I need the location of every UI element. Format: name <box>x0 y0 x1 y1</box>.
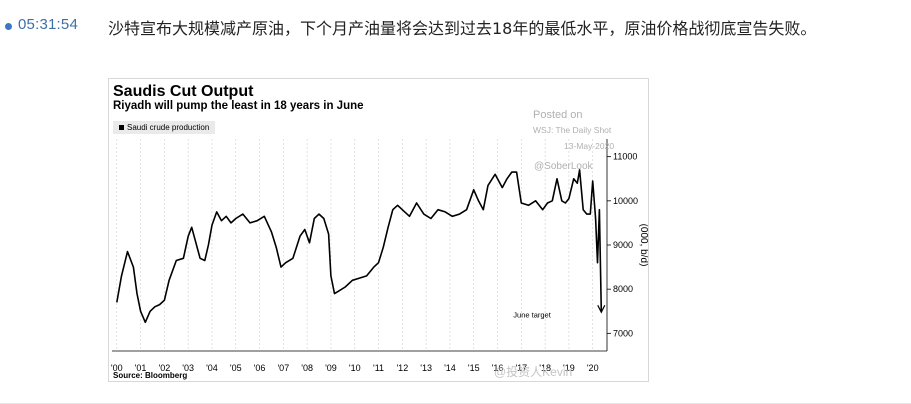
x-tick-label: '18 <box>539 363 551 373</box>
x-tick-label: '11 <box>373 363 384 373</box>
x-tick-label: '13 <box>420 363 432 373</box>
june-target-arrow <box>597 304 606 314</box>
y-tick-label: 8000 <box>613 284 633 294</box>
y-tick-label: 10000 <box>613 196 638 206</box>
x-tick-label: '12 <box>396 363 408 373</box>
june-target-label: June target <box>513 310 551 319</box>
watermark-handle: @SoberLook <box>534 161 593 172</box>
y-tick-label: 11000 <box>613 152 637 162</box>
timeline-bullet-icon <box>5 23 12 30</box>
x-tick-label: '02 <box>158 363 170 373</box>
watermark-outlet: WSJ: The Daily Shot <box>533 125 612 135</box>
arrow-head <box>597 304 606 314</box>
watermark-weibo: @投资人Kevin <box>494 365 573 379</box>
x-tick-label: '07 <box>277 363 289 373</box>
x-tick-label: '00 <box>111 363 123 373</box>
x-tick-label: '15 <box>468 363 480 373</box>
post-timestamp: 05:31:54 <box>18 16 78 33</box>
x-tick-label: '19 <box>563 363 575 373</box>
legend-label: Saudi crude production <box>127 123 210 132</box>
series-line-saudi-crude-production <box>116 169 603 324</box>
watermark-posted-on: Posted on <box>533 109 583 121</box>
x-tick-label: '01 <box>135 363 147 373</box>
x-tick-label: '05 <box>230 363 242 373</box>
y-axis-ticks: 7000 8000 9000 10000 11000 <box>607 152 638 338</box>
chart-legend: Saudi crude production <box>113 121 216 134</box>
x-axis-ticks: '00 '01 '02 '03 '04 '05 '06 '07 '08 '09 '10 '11 '12 '… <box>111 363 599 373</box>
x-tick-label: '10 <box>349 363 361 373</box>
y-axis-label: (000, b/d) <box>638 224 649 267</box>
watermark-date: 13-May-2020 <box>564 141 615 151</box>
x-tick-label: '08 <box>301 363 313 373</box>
chart-title: Saudis Cut Output <box>113 83 254 100</box>
x-tick-label: '20 <box>587 363 599 373</box>
legend-swatch <box>119 125 124 131</box>
x-tick-label: '17 <box>515 363 527 373</box>
post-headline: 沙特宣布大规模减产原油，下个月产油量将会达到过去18年的最低水平，原油价格战彻底… <box>108 19 817 38</box>
x-tick-label: '14 <box>444 363 456 373</box>
y-tick-label: 9000 <box>613 240 633 250</box>
x-tick-label: '09 <box>325 363 337 373</box>
x-tick-label: '04 <box>206 363 218 373</box>
chart-grid <box>112 139 608 352</box>
chart-source: Source: Bloomberg <box>113 371 188 380</box>
x-tick-label: '03 <box>182 363 194 373</box>
y-tick-label: 7000 <box>613 328 633 338</box>
chart-image[interactable]: Saudis Cut Output Riyadh will pump the l… <box>108 78 649 382</box>
chart-subtitle: Riyadh will pump the least in 18 years i… <box>113 100 364 112</box>
x-tick-label: '16 <box>492 363 504 373</box>
x-tick-label: '06 <box>254 363 266 373</box>
